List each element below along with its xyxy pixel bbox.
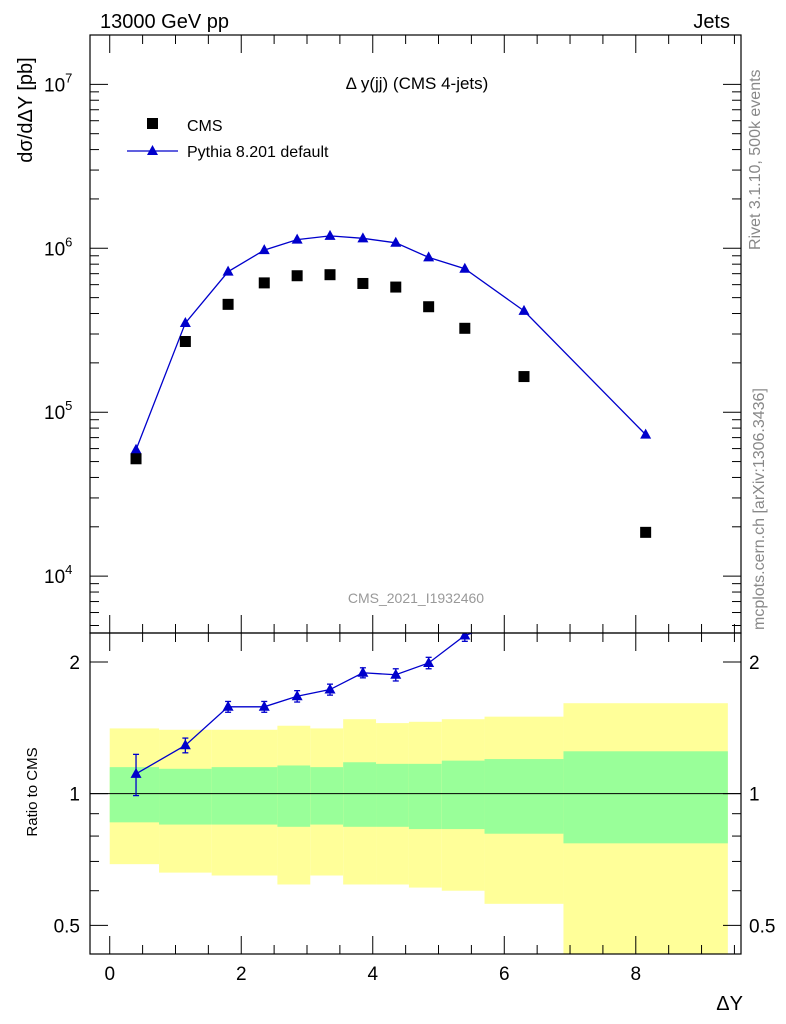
main-plot-panel: 104 105 106 107 Δ y(jj) (CMS 4-jets) CMS_20…: [15, 34, 742, 634]
pythia-point: [324, 229, 336, 240]
x-tick-label: 0: [104, 964, 115, 985]
ratio-pythia-point: [222, 700, 234, 711]
cms-point: [258, 277, 270, 289]
x-axis-label: ΔY: [716, 993, 743, 1015]
ratio-y-axis-label: Ratio to CMS: [24, 747, 41, 836]
ratio-pythia-point: [179, 739, 191, 750]
pythia-point: [258, 244, 270, 255]
ratio-y-tick-label: 2: [69, 653, 80, 674]
legend: CMS Pythia 8.201 default: [127, 118, 329, 161]
pythia-point: [130, 443, 142, 454]
x-tick-label: 2: [236, 964, 247, 985]
ratio-stat-band: [441, 760, 485, 830]
ratio-pythia-point: [324, 683, 336, 694]
rivet-version-label: Rivet 3.1.10, 500k events: [747, 69, 764, 250]
cms-point: [518, 371, 530, 383]
ratio-y-tick-label-right: 1: [749, 785, 760, 806]
ratio-stat-band: [408, 763, 442, 830]
ratio-pythia-point: [423, 656, 435, 667]
main-plot-watermark: CMS_2021_I1932460: [348, 590, 484, 606]
pythia-point: [179, 317, 191, 328]
ratio-stat-band: [376, 763, 409, 827]
pythia-point: [518, 304, 530, 315]
ratio-stat-band: [159, 768, 212, 825]
cms-point: [423, 301, 435, 313]
x-tick-label: 4: [367, 964, 378, 985]
ratio-y-tick-label: 0.5: [54, 916, 80, 937]
ratio-plot-frame: [89, 632, 742, 955]
ratio-stat-band: [310, 767, 344, 825]
header-energy-label: 13000 GeV pp: [100, 11, 229, 33]
cms-point: [222, 298, 234, 310]
main-y-tick-label: 104: [44, 562, 72, 588]
ratio-pythia-point: [357, 666, 369, 677]
pythia-point: [390, 236, 402, 247]
ratio-stat-band: [211, 767, 278, 825]
pythia-point: [423, 251, 435, 262]
ratio-stat-band: [343, 762, 377, 827]
pythia-line: [135, 235, 647, 451]
main-plot-y-axis-label: dσ/dΔY [pb]: [15, 57, 37, 162]
ratio-y-tick-label: 1: [69, 785, 80, 806]
ratio-pythia-point: [130, 767, 142, 778]
ratio-pythia-point: [291, 690, 303, 701]
pythia-point: [291, 233, 303, 244]
main-plot-title: Δ y(jj) (CMS 4-jets): [346, 74, 489, 93]
cms-point: [390, 281, 402, 293]
pythia-point: [357, 232, 369, 243]
x-tick-label: 8: [630, 964, 641, 985]
ratio-stat-band: [484, 759, 564, 834]
main-y-tick-label: 105: [44, 398, 72, 424]
cms-point: [640, 526, 652, 538]
main-y-tick-label: 106: [44, 234, 72, 260]
mcplots-label: mcplots.cern.ch [arXiv:1306.3436]: [751, 388, 768, 630]
ratio-pythia-point: [459, 633, 471, 640]
x-tick-label: 6: [499, 964, 510, 985]
cms-point: [357, 277, 369, 289]
cms-point: [179, 336, 191, 348]
legend-cms-marker: [147, 118, 158, 129]
ratio-pythia-point: [519, 610, 530, 620]
ratio-y-tick-label-right: 2: [749, 653, 760, 674]
ratio-y-tick-label-right: 0.5: [749, 916, 775, 937]
pythia-point: [222, 265, 234, 276]
legend-pythia-marker: [147, 145, 158, 155]
legend-pythia-label: Pythia 8.201 default: [187, 144, 329, 161]
main-y-tick-label: 107: [44, 70, 72, 96]
cms-point: [324, 269, 336, 281]
ratio-pythia-point: [390, 668, 402, 679]
cms-point: [291, 270, 303, 282]
legend-cms-label: CMS: [187, 118, 223, 135]
ratio-pythia-point: [258, 700, 270, 711]
pythia-point: [640, 428, 652, 439]
cms-point: [130, 453, 142, 465]
header-process-label: Jets: [693, 11, 730, 33]
ratio-stat-band: [563, 751, 728, 844]
pythia-point: [459, 262, 471, 273]
cms-point: [459, 322, 471, 334]
ratio-stat-band: [277, 765, 311, 827]
ratio-plot-panel: 0.5 0.5 1 1 2 2 0 2 4 6 8 Ratio to CMS ΔY: [24, 610, 775, 1015]
